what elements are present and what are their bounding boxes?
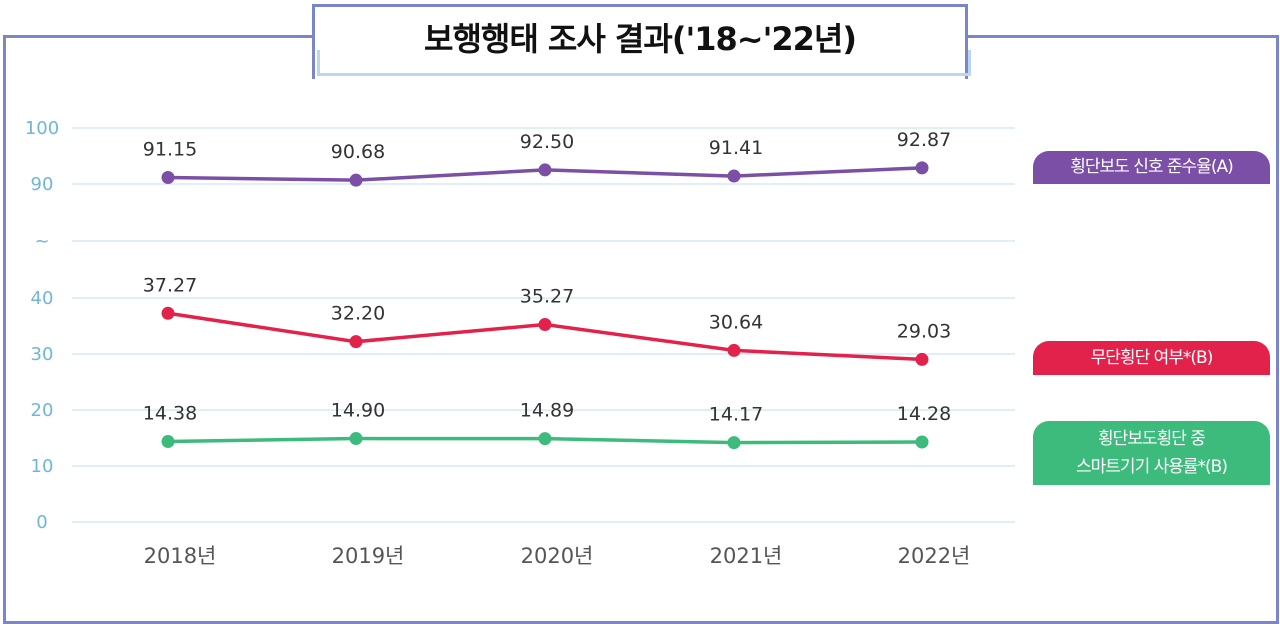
data-point — [915, 161, 929, 175]
y-tick-label: 20 — [31, 400, 54, 421]
data-label: 92.50 — [520, 131, 574, 153]
data-label: 29.03 — [897, 320, 951, 342]
data-point — [915, 435, 929, 449]
data-label: 30.64 — [709, 311, 763, 333]
legend-label-line2: 스마트기기 사용률*(B) — [1076, 457, 1228, 477]
legend-label-line1: 횡단보도횡단 중 — [1098, 429, 1206, 449]
data-point — [727, 343, 741, 357]
x-tick-label: 2020년 — [521, 544, 594, 568]
data-label: 91.41 — [709, 137, 763, 159]
x-tick-label: 2021년 — [710, 544, 783, 568]
y-tick-label: 0 — [36, 512, 47, 533]
data-label: 90.68 — [331, 141, 385, 163]
data-label: 35.27 — [520, 285, 574, 307]
data-point — [538, 317, 552, 331]
data-point — [915, 352, 929, 366]
legend-label: 무단횡단 여부*(B) — [1090, 348, 1214, 368]
y-tick-label: 100 — [25, 118, 59, 139]
data-label: 32.20 — [331, 303, 385, 325]
data-point — [349, 432, 363, 446]
legend-label: 횡단보도 신호 준수율(A) — [1070, 157, 1233, 177]
legend-series-b: 무단횡단 여부*(B) — [1033, 341, 1270, 375]
data-label: 91.15 — [143, 139, 197, 161]
title-box — [312, 4, 968, 79]
legend-series-a: 횡단보도 신호 준수율(A) — [1033, 151, 1270, 184]
y-tick-label: 40 — [31, 288, 54, 309]
data-label: 14.17 — [709, 404, 763, 426]
data-point — [161, 434, 175, 448]
data-point — [349, 335, 363, 349]
data-point — [161, 171, 175, 185]
chart-title: 보행행태 조사 결과('18~'22년) — [424, 20, 857, 58]
x-tick-label: 2019년 — [332, 544, 405, 568]
data-label: 14.28 — [897, 403, 951, 425]
x-tick-label: 2018년 — [144, 544, 217, 568]
data-label: 92.87 — [897, 129, 951, 151]
data-point — [727, 436, 741, 450]
data-point — [538, 432, 552, 446]
title-box-underline — [317, 50, 971, 76]
y-tick-label: 90 — [31, 174, 54, 195]
data-point — [161, 306, 175, 320]
legend-series-c: 횡단보도횡단 중 스마트기기 사용률*(B) — [1033, 421, 1270, 485]
data-label: 14.38 — [143, 402, 197, 424]
data-label: 37.27 — [143, 274, 197, 296]
x-tick-label: 2022년 — [898, 544, 971, 568]
y-tick-label: 10 — [31, 456, 54, 477]
data-point — [538, 163, 552, 177]
data-point — [349, 173, 363, 187]
data-label: 14.90 — [331, 400, 385, 422]
data-point — [727, 169, 741, 183]
y-tick-label: 30 — [31, 344, 54, 365]
data-label: 14.89 — [520, 400, 574, 422]
y-tick-label: ~ — [34, 231, 49, 252]
